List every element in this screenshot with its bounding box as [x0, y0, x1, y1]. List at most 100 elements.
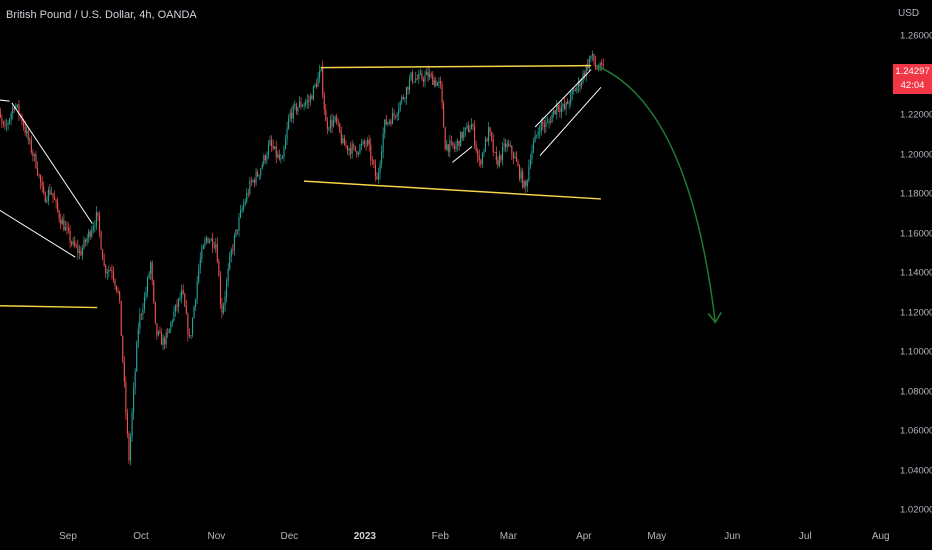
- resistance-line[interactable]: [321, 64, 592, 69]
- forecast-arrow[interactable]: [595, 64, 717, 323]
- candle-body: [267, 145, 270, 156]
- candle-body: [295, 104, 297, 112]
- candle-body: [542, 121, 544, 125]
- candle-body: [333, 120, 335, 127]
- price-tick: 1.10000: [900, 346, 932, 358]
- candle-body: [185, 306, 187, 315]
- candle-body: [450, 140, 452, 142]
- candle-body: [114, 279, 116, 286]
- candle-body: [75, 245, 77, 247]
- channel-line[interactable]: [539, 87, 602, 156]
- candle-body: [398, 109, 400, 115]
- last-price-value: 1.24297: [895, 66, 930, 77]
- candle-body: [303, 104, 305, 106]
- candle-body: [15, 105, 17, 109]
- candle-body: [480, 160, 482, 165]
- candle-body: [111, 270, 113, 273]
- candle-body: [340, 132, 342, 144]
- candle-body: [419, 73, 421, 75]
- time-tick: Dec: [280, 531, 299, 542]
- candle-body: [136, 343, 138, 372]
- candle-body: [548, 121, 550, 123]
- price-tick: 1.02000: [900, 504, 932, 516]
- candle-body: [291, 112, 293, 119]
- candle-body: [351, 144, 353, 155]
- candle-body: [401, 96, 403, 102]
- candle-body: [116, 285, 118, 292]
- candle-body: [131, 412, 133, 437]
- candle-body: [573, 89, 575, 92]
- candle-body: [503, 143, 505, 147]
- price-tick: 1.26000: [900, 30, 932, 42]
- candle-body: [410, 72, 412, 80]
- candle-body: [109, 269, 111, 271]
- candle-body: [297, 107, 299, 112]
- candle-body: [570, 93, 572, 104]
- candle-body: [95, 212, 97, 226]
- candle-body: [559, 109, 561, 112]
- candle-body: [162, 338, 164, 345]
- candle-body: [458, 140, 460, 147]
- candle-body: [147, 277, 149, 293]
- candle-body: [83, 239, 85, 249]
- channel-line[interactable]: [534, 69, 592, 128]
- candle-body: [286, 128, 288, 140]
- candle-body: [240, 210, 242, 218]
- channel-line[interactable]: [11, 102, 93, 224]
- channel-line[interactable]: [0, 206, 76, 258]
- channel-line[interactable]: [0, 99, 10, 102]
- candle-body: [97, 212, 99, 216]
- candle-body: [269, 140, 271, 146]
- candle-body: [484, 138, 487, 152]
- candle-body: [430, 73, 432, 75]
- candle-body: [213, 246, 215, 248]
- candle-body: [278, 154, 280, 160]
- candle-body: [196, 281, 198, 300]
- candle-body: [126, 413, 128, 435]
- candle-body: [44, 193, 46, 203]
- candle-body: [560, 106, 562, 112]
- support-line[interactable]: [303, 180, 601, 200]
- candle-body: [222, 305, 225, 313]
- candle-body: [311, 95, 313, 100]
- time-tick: Jun: [724, 531, 741, 542]
- candle-body: [40, 175, 42, 183]
- candle-body: [587, 64, 589, 69]
- candle-body: [553, 110, 555, 115]
- candle-body: [529, 159, 531, 167]
- channel-line[interactable]: [452, 146, 473, 163]
- candle-body: [426, 71, 428, 76]
- candle-body: [258, 175, 260, 177]
- candle-body: [429, 73, 431, 78]
- candle-body: [78, 250, 80, 253]
- drawings-layer[interactable]: [0, 64, 722, 324]
- candle-body: [218, 261, 220, 277]
- candle-body: [309, 95, 311, 102]
- candle-body: [43, 186, 45, 194]
- candle-body: [512, 153, 514, 159]
- candle-body: [508, 143, 510, 146]
- level-line[interactable]: [0, 304, 98, 309]
- candle-body: [486, 138, 488, 142]
- candle-body: [2, 121, 4, 124]
- candle-body: [167, 332, 169, 334]
- candle-body: [350, 148, 352, 155]
- candle-body: [435, 80, 437, 86]
- candle-body: [501, 146, 504, 160]
- candle-body: [216, 244, 218, 262]
- candle-body: [0, 112, 1, 118]
- candle-body: [384, 119, 386, 134]
- candle-body: [596, 67, 598, 70]
- candle-body: [522, 171, 524, 188]
- candle-body: [312, 86, 314, 100]
- candle-body: [577, 80, 580, 87]
- candle-body: [391, 113, 394, 124]
- candle-body: [319, 71, 321, 78]
- candle-body: [63, 219, 65, 231]
- candle-body: [396, 114, 398, 117]
- candle-body: [92, 226, 94, 231]
- candle-body: [408, 79, 411, 91]
- candle-body: [18, 104, 20, 115]
- candle-body: [156, 323, 158, 336]
